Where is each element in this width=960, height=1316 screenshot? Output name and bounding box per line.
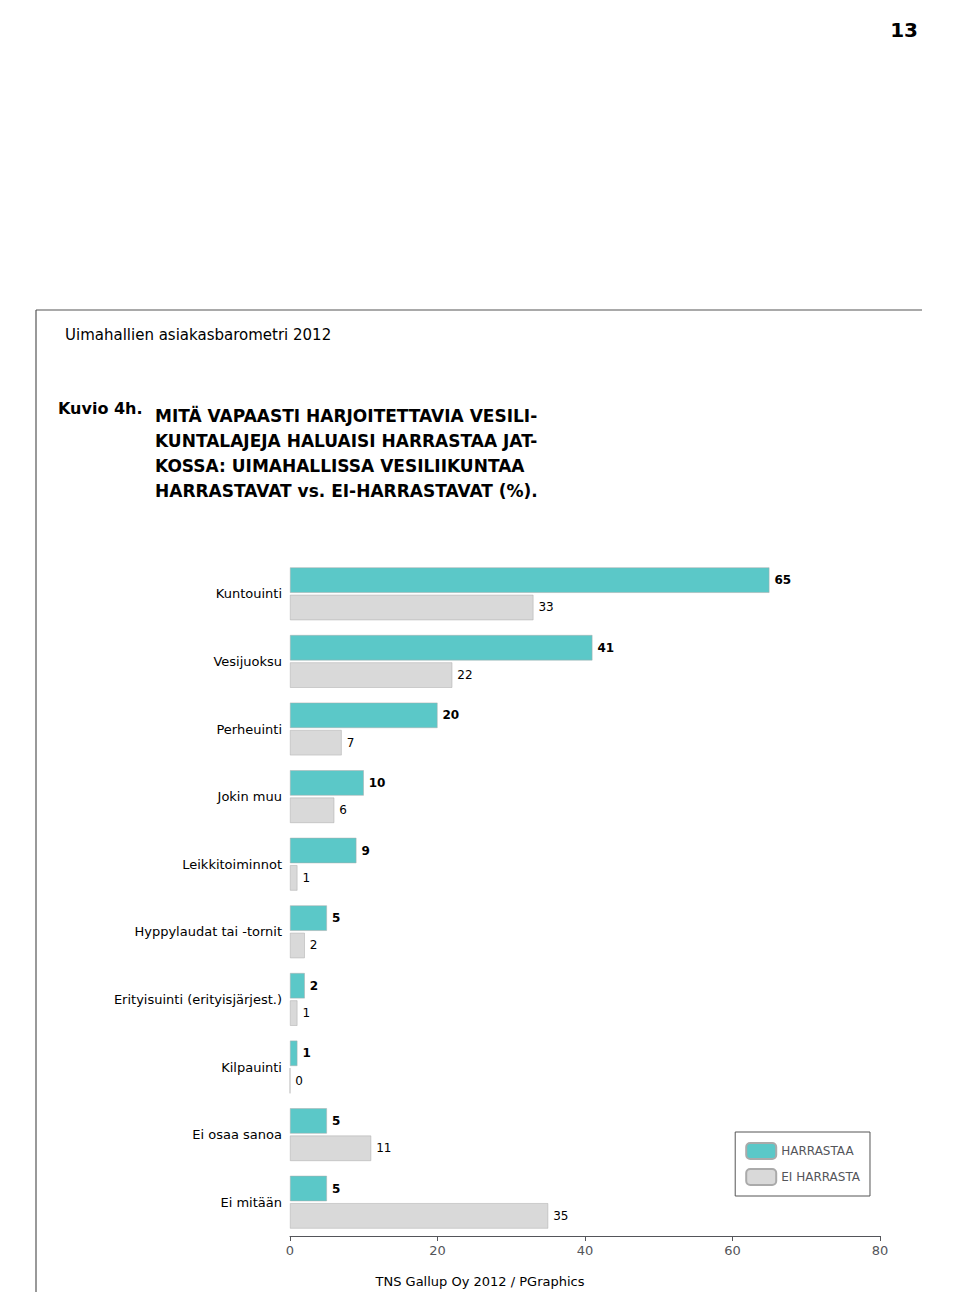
svg-text:Ei mitään: Ei mitään [220,1195,282,1210]
svg-text:65: 65 [774,573,791,587]
svg-text:5: 5 [332,1114,340,1128]
svg-text:11: 11 [376,1141,391,1155]
svg-text:EI HARRASTA: EI HARRASTA [781,1170,861,1184]
svg-text:Uimahallien asiakasbarometri 2: Uimahallien asiakasbarometri 2012 [65,326,331,344]
svg-text:60: 60 [724,1243,741,1258]
svg-text:0: 0 [286,1243,294,1258]
svg-text:Ei osaa sanoa: Ei osaa sanoa [192,1127,282,1142]
svg-text:13: 13 [890,18,918,42]
svg-text:Vesijuoksu: Vesijuoksu [213,654,282,669]
svg-text:10: 10 [369,776,386,790]
svg-text:20: 20 [429,1243,446,1258]
svg-text:7: 7 [347,736,355,750]
svg-text:KUNTALAJEJA HALUAISI HARRASTAA: KUNTALAJEJA HALUAISI HARRASTAA JAT- [155,431,537,451]
svg-text:MITÄ VAPAASTI HARJOITETTAVIA V: MITÄ VAPAASTI HARJOITETTAVIA VESILI- [155,405,537,426]
svg-text:Jokin muu: Jokin muu [217,789,282,804]
svg-text:0: 0 [295,1074,303,1088]
svg-text:KOSSA: UIMAHALLISSA VESILIIKUN: KOSSA: UIMAHALLISSA VESILIIKUNTAA [155,456,525,476]
svg-text:Perheuinti: Perheuinti [216,722,282,737]
svg-text:1: 1 [302,1046,310,1060]
svg-text:5: 5 [332,911,340,925]
svg-text:22: 22 [457,668,472,682]
svg-text:2: 2 [310,979,318,993]
svg-text:HARRASTAA: HARRASTAA [781,1144,854,1158]
svg-text:33: 33 [538,600,553,614]
svg-text:Kuvio 4h.: Kuvio 4h. [58,399,143,418]
svg-text:35: 35 [553,1209,568,1223]
svg-text:Leikkitoiminnot: Leikkitoiminnot [182,857,282,872]
svg-text:Erityisuinti (erityisjärjest.): Erityisuinti (erityisjärjest.) [114,992,282,1007]
svg-text:HARRASTAVAT vs. EI-HARRASTAVAT: HARRASTAVAT vs. EI-HARRASTAVAT (%). [155,481,538,501]
svg-text:Hyppylaudat tai -tornit: Hyppylaudat tai -tornit [134,924,282,939]
svg-text:TNS Gallup Oy 2012 / PGraphics: TNS Gallup Oy 2012 / PGraphics [375,1274,585,1289]
svg-text:1: 1 [302,1006,310,1020]
svg-text:20: 20 [443,708,460,722]
svg-text:9: 9 [361,844,369,858]
svg-text:Kilpauinti: Kilpauinti [221,1060,282,1075]
svg-text:Kuntouinti: Kuntouinti [216,586,282,601]
svg-text:2: 2 [310,938,318,952]
svg-text:1: 1 [302,871,310,885]
svg-text:40: 40 [577,1243,594,1258]
svg-text:80: 80 [872,1243,889,1258]
svg-text:6: 6 [339,803,347,817]
svg-text:41: 41 [597,641,614,655]
svg-text:5: 5 [332,1182,340,1196]
